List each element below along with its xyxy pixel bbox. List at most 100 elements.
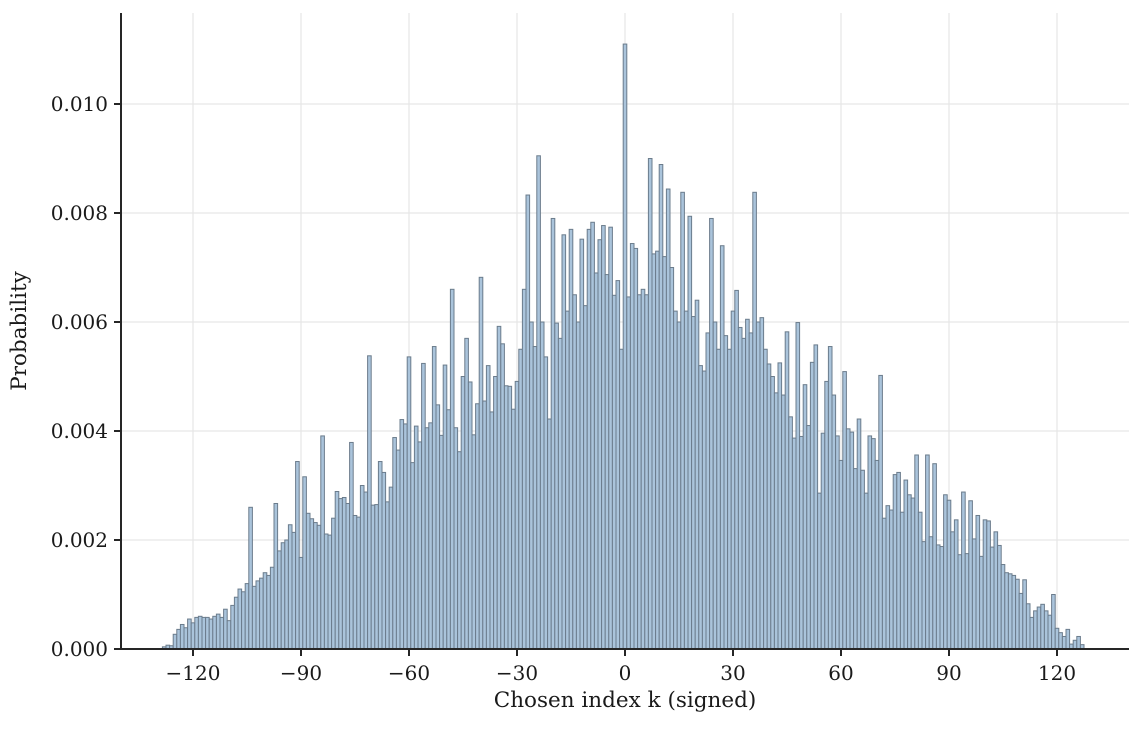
histogram-bar (860, 469, 865, 650)
histogram-bar (795, 322, 801, 650)
histogram-bar (615, 280, 621, 650)
histogram-bar (817, 492, 822, 650)
histogram-bar (914, 454, 919, 650)
histogram-bar (763, 348, 768, 650)
histogram-bar (532, 346, 538, 650)
histogram-bar (597, 239, 603, 650)
histogram-bar (392, 437, 397, 650)
histogram-bar (449, 288, 455, 650)
histogram-bar (518, 348, 523, 650)
histogram-bar (323, 533, 329, 650)
histogram-bar (457, 451, 462, 650)
histogram-bar (626, 296, 631, 650)
histogram-bar (1015, 578, 1020, 650)
histogram-bar (842, 371, 847, 650)
histogram-bar (428, 422, 433, 650)
histogram-bar (201, 616, 207, 650)
histogram-bar (406, 356, 412, 650)
histogram-bar (1040, 603, 1045, 650)
histogram-bar (759, 317, 765, 650)
histogram-bar (215, 613, 221, 650)
histogram-bar (550, 217, 556, 650)
histogram-bar (269, 566, 275, 650)
histogram-bar (395, 449, 401, 650)
histogram-bar (824, 380, 829, 650)
histogram-bar (241, 591, 246, 650)
histogram-bar (230, 604, 235, 650)
x-tick-label: −90 (280, 661, 322, 685)
histogram-bar (838, 459, 844, 650)
histogram-bar (190, 622, 196, 650)
histogram-bar (194, 616, 199, 650)
histogram-bar (637, 294, 642, 650)
histogram-bar (529, 321, 534, 650)
histogram-bar (755, 321, 761, 650)
histogram-bar (601, 225, 606, 650)
histogram-bar (878, 374, 883, 650)
histogram-bar (554, 322, 559, 650)
histogram-bar (719, 245, 725, 650)
histogram-bar (813, 344, 819, 650)
histogram-bar (622, 43, 628, 650)
histogram-bar (881, 517, 887, 650)
histogram-bar (655, 250, 660, 650)
x-tick-label: 30 (720, 661, 745, 685)
histogram-bar (709, 217, 714, 650)
histogram-bar (723, 335, 729, 650)
x-tick-label: −120 (166, 661, 221, 685)
histogram-bar (367, 355, 372, 650)
histogram-bar (446, 409, 451, 650)
x-tick-label: 120 (1038, 661, 1076, 685)
histogram-bar (809, 361, 815, 650)
histogram-bar (496, 325, 502, 650)
histogram-bar (262, 572, 268, 650)
histogram-bar (370, 504, 376, 650)
histogram-bar (403, 423, 408, 650)
histogram-bar (226, 620, 232, 650)
histogram-bar (604, 274, 610, 650)
histogram-bar (849, 431, 855, 650)
y-ticks: 0.000 0.002 0.004 0.006 0.008 0.010 (51, 92, 121, 661)
histogram-bar (277, 550, 282, 650)
histogram-bar (662, 256, 667, 650)
histogram-bar (316, 524, 322, 650)
histogram-bar (676, 321, 682, 650)
histogram-bar (651, 253, 657, 650)
histogram-bar (889, 509, 894, 650)
histogram-bar (950, 531, 955, 650)
histogram-bar (611, 294, 617, 650)
histogram-bar (705, 332, 711, 650)
histogram-bar (939, 546, 945, 650)
histogram-bar (482, 400, 487, 650)
histogram-bar (619, 348, 624, 650)
histogram-bar (309, 518, 315, 650)
histogram-bar (820, 432, 826, 650)
histogram-bar (802, 384, 808, 650)
histogram-bar (687, 215, 693, 650)
histogram-bar (1025, 603, 1031, 650)
histogram-bar (788, 416, 793, 650)
histogram-bar (856, 418, 862, 650)
histogram-bar (255, 580, 261, 650)
histogram-bar (1022, 579, 1027, 650)
y-tick-label: 0.008 (51, 201, 108, 225)
histogram-bar (485, 365, 491, 650)
histogram-bar (896, 471, 901, 650)
histogram-bar (640, 288, 646, 650)
histogram-bar (806, 425, 811, 650)
histogram-bar (892, 474, 898, 650)
histogram-bar (583, 305, 588, 650)
histogram-bar (352, 514, 358, 650)
histogram-bar (385, 501, 390, 650)
histogram-bar (521, 288, 527, 650)
histogram-bar (1007, 573, 1013, 650)
histogram-bar (935, 544, 941, 650)
histogram-bar (730, 310, 736, 650)
histogram-bar (478, 276, 484, 650)
histogram-bar (979, 555, 984, 650)
histogram-bar (1043, 610, 1049, 650)
histogram-bar (982, 519, 988, 650)
histogram-bar (716, 348, 721, 650)
histogram-bar (475, 403, 480, 650)
